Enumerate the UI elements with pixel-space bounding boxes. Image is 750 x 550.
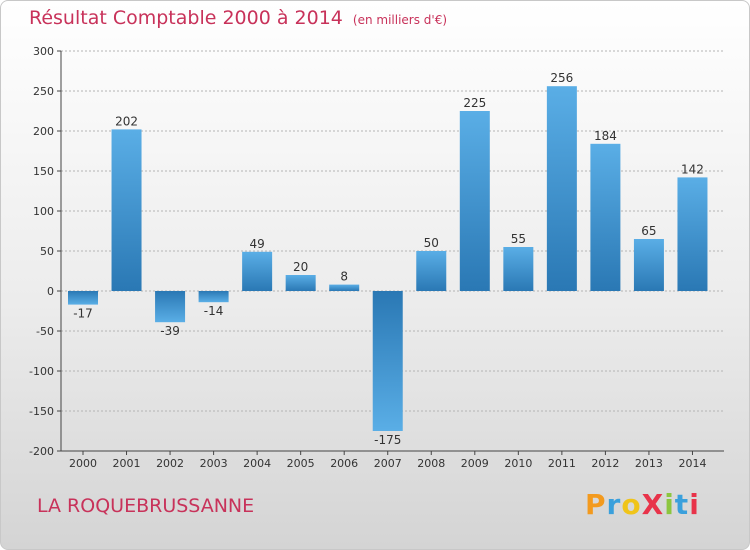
data-label: 55 xyxy=(511,232,526,246)
y-tick-label: 50 xyxy=(40,245,54,258)
bar xyxy=(372,291,403,431)
x-tick-label: 2006 xyxy=(330,457,358,470)
bar xyxy=(416,251,447,291)
x-tick-label: 2012 xyxy=(591,457,619,470)
x-tick-label: 2005 xyxy=(287,457,315,470)
y-tick-label: 150 xyxy=(33,165,54,178)
bar xyxy=(155,291,186,323)
bar xyxy=(329,284,360,291)
x-tick-label: 2002 xyxy=(156,457,184,470)
x-tick-label: 2003 xyxy=(200,457,228,470)
data-label: -14 xyxy=(204,304,224,318)
y-tick-label: -200 xyxy=(29,445,54,458)
y-tick-label: 250 xyxy=(33,85,54,98)
bar xyxy=(198,291,229,303)
brand-letter: r xyxy=(606,488,622,521)
x-tick-label: 2004 xyxy=(243,457,271,470)
data-label: 184 xyxy=(594,129,617,143)
bar xyxy=(546,86,577,291)
y-tick-label: -100 xyxy=(29,365,54,378)
data-label: -175 xyxy=(374,433,401,447)
brand-letter: i xyxy=(664,488,675,521)
y-tick-label: -50 xyxy=(36,325,54,338)
brand-letter: P xyxy=(585,488,607,521)
data-label: 142 xyxy=(681,162,704,176)
x-tick-label: 2013 xyxy=(635,457,663,470)
bar xyxy=(459,111,490,291)
x-tick-label: 2010 xyxy=(504,457,532,470)
bar xyxy=(111,129,142,291)
data-label: 65 xyxy=(641,224,656,238)
x-tick-label: 2000 xyxy=(69,457,97,470)
data-label: 20 xyxy=(293,260,308,274)
chart-title: Résultat Comptable 2000 à 2014 xyxy=(29,7,343,29)
brand-letter: i xyxy=(689,488,700,521)
x-tick-label: 2011 xyxy=(548,457,576,470)
data-label: 256 xyxy=(550,71,573,85)
brand-letter: t xyxy=(674,488,690,521)
x-tick-label: 2009 xyxy=(461,457,489,470)
title-row: Résultat Comptable 2000 à 2014 (en millie… xyxy=(29,7,447,29)
y-tick-label: 0 xyxy=(47,285,54,298)
data-label: 202 xyxy=(115,114,138,128)
bar xyxy=(677,177,708,291)
bar xyxy=(68,291,98,305)
y-tick-label: 200 xyxy=(33,125,54,138)
y-tick-label: 100 xyxy=(33,205,54,218)
x-tick-label: 2014 xyxy=(678,457,706,470)
bar xyxy=(242,251,273,291)
chart-subtitle: (en milliers d'€) xyxy=(352,13,448,27)
location-label: LA ROQUEBRUSSANNE xyxy=(37,495,255,517)
bar xyxy=(285,275,316,291)
data-label: -39 xyxy=(160,324,180,338)
x-tick-label: 2008 xyxy=(417,457,445,470)
data-label: -17 xyxy=(73,307,93,321)
x-tick-label: 2001 xyxy=(113,457,141,470)
data-label: 49 xyxy=(249,237,264,251)
y-tick-label: -150 xyxy=(29,405,54,418)
brand-letter: X xyxy=(641,488,665,521)
bar xyxy=(503,247,534,291)
bar xyxy=(633,239,664,291)
data-label: 50 xyxy=(424,236,439,250)
data-label: 8 xyxy=(340,270,348,284)
brand-logo: ProXiti xyxy=(585,488,700,521)
x-tick-label: 2007 xyxy=(374,457,402,470)
bar xyxy=(590,143,621,291)
y-tick-label: 300 xyxy=(33,45,54,58)
brand-letter: o xyxy=(621,488,642,521)
data-label: 225 xyxy=(463,96,486,110)
